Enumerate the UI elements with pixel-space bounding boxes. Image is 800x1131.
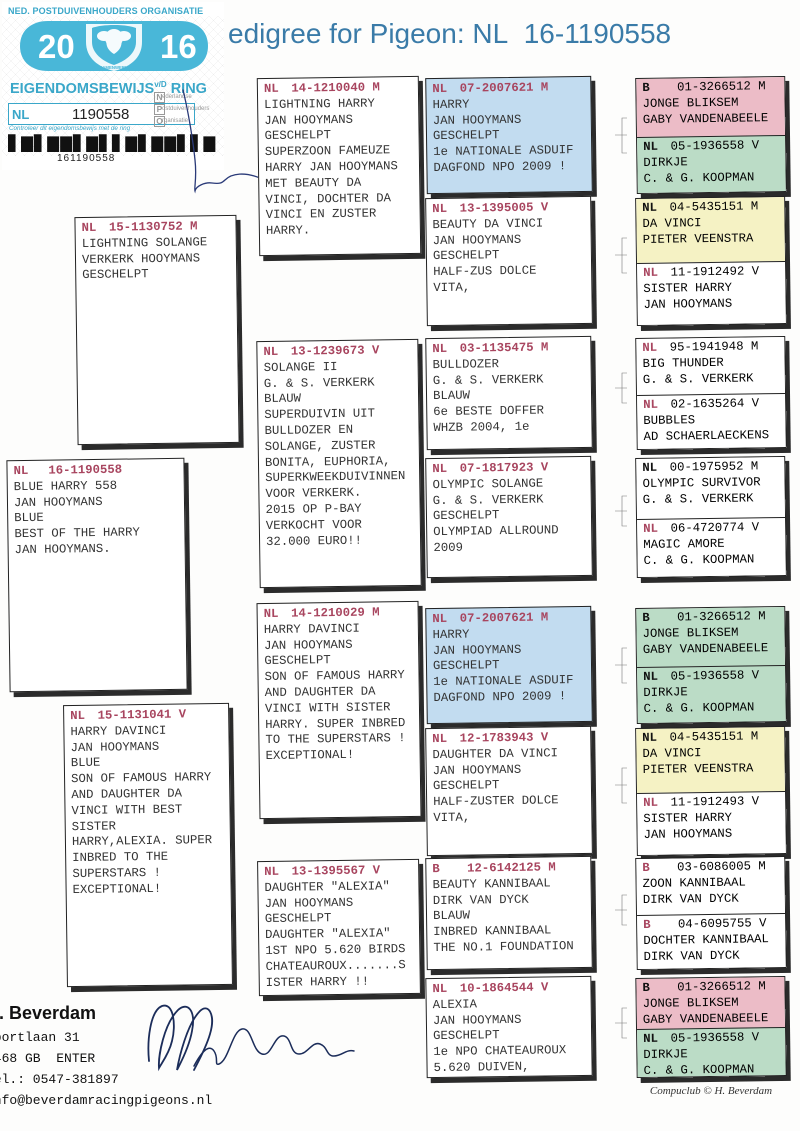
- svg-text:20: 20: [38, 28, 75, 65]
- svg-text:DE SAMENWERKING: DE SAMENWERKING: [92, 65, 136, 70]
- svg-text:16: 16: [160, 28, 197, 65]
